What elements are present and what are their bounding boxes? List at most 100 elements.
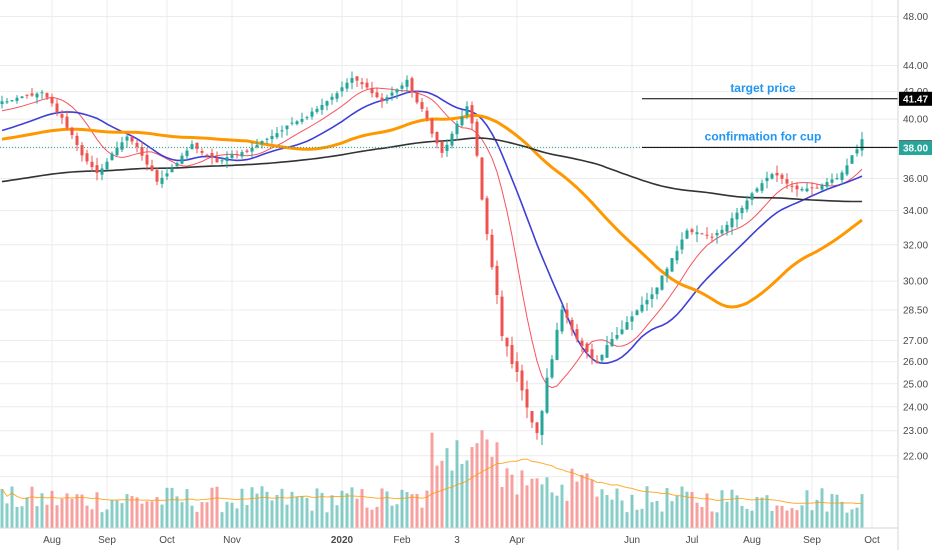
candle — [510, 336, 514, 369]
volume-bar — [40, 493, 44, 528]
confirmation-label: confirmation for cup — [705, 129, 822, 143]
candle-body — [240, 152, 244, 157]
volume-bar — [550, 492, 554, 528]
candle — [10, 99, 14, 102]
volume-bar — [705, 493, 709, 528]
volume-bar — [755, 497, 759, 528]
candle — [285, 125, 289, 136]
volume-bar — [65, 493, 69, 528]
volume-bar — [70, 498, 74, 528]
volume-bar — [770, 510, 774, 528]
candle-body — [325, 101, 329, 106]
target-price-tag-box — [899, 91, 932, 106]
candle — [595, 355, 599, 364]
volume-bar — [690, 492, 694, 528]
candle — [410, 76, 414, 98]
candle-body — [100, 168, 104, 175]
candle — [160, 170, 164, 188]
volume-bar — [190, 505, 194, 528]
candles — [0, 71, 864, 445]
candle-body — [635, 310, 639, 316]
volume-bar — [195, 511, 199, 528]
candle-body — [510, 344, 514, 364]
candle — [735, 207, 739, 228]
candle — [210, 148, 214, 165]
candle — [810, 182, 814, 196]
candle — [485, 195, 489, 241]
candle — [45, 92, 49, 100]
y-tick-label: 22.00 — [903, 451, 928, 462]
candle-body — [730, 218, 734, 228]
volume-bar — [830, 493, 834, 528]
candle-body — [95, 165, 99, 173]
candle — [250, 141, 254, 158]
candle-body — [390, 92, 394, 96]
candle-body — [155, 170, 159, 182]
candle — [755, 187, 759, 193]
candle — [305, 115, 309, 121]
candle-body — [245, 150, 249, 152]
candle-body — [535, 422, 539, 434]
candle — [80, 142, 84, 162]
candle-body — [555, 329, 559, 360]
x-tick-label: Aug — [743, 535, 761, 546]
candle — [440, 140, 444, 158]
volume-bar — [740, 505, 744, 528]
volume-bar — [255, 493, 259, 528]
candle — [430, 117, 434, 138]
x-tick-label: Nov — [223, 535, 241, 546]
candle — [360, 77, 364, 90]
candle-body — [490, 234, 494, 268]
candle-body — [560, 309, 564, 332]
candle — [570, 317, 574, 336]
candle-body — [385, 97, 389, 101]
candle-body — [620, 329, 624, 334]
candle — [85, 149, 89, 165]
candle — [185, 147, 189, 161]
x-tick-label: Oct — [864, 535, 880, 546]
candle — [320, 98, 324, 115]
candle-body — [80, 145, 84, 156]
volume-bar — [420, 507, 424, 528]
volume-bar — [640, 508, 644, 528]
volume-bar — [185, 489, 189, 528]
candle-body — [550, 359, 554, 378]
candle-body — [255, 145, 259, 148]
candle — [240, 149, 244, 159]
x-tick-label: Oct — [159, 535, 175, 546]
volume-bar — [815, 499, 819, 528]
candle-body — [135, 142, 139, 147]
candle — [575, 324, 579, 343]
candle-body — [495, 265, 499, 295]
volume-bar — [750, 510, 754, 528]
candle-body — [430, 118, 434, 134]
candle — [65, 110, 69, 131]
candle — [775, 165, 779, 183]
candle-body — [785, 179, 789, 184]
volume-bar — [360, 489, 364, 528]
candle-body — [85, 153, 89, 162]
volume-bar — [425, 490, 429, 528]
candle — [670, 257, 674, 273]
candle-body — [820, 184, 824, 190]
volume-bar — [55, 505, 59, 528]
candle-body — [580, 340, 584, 347]
volume-bar — [555, 495, 559, 528]
candle — [30, 88, 34, 97]
candle — [370, 81, 374, 98]
volume-bar — [580, 474, 584, 528]
moving-average-50 — [1, 114, 863, 309]
candle — [785, 173, 789, 190]
candle — [165, 167, 169, 181]
candle-body — [75, 135, 79, 146]
candle — [760, 179, 764, 194]
candle-body — [655, 287, 659, 295]
volume-bar — [205, 502, 209, 528]
moving-average-10 — [1, 87, 863, 389]
volume-bar — [675, 495, 679, 528]
candle — [825, 177, 829, 190]
candle-body — [205, 154, 209, 156]
candle — [635, 309, 639, 316]
